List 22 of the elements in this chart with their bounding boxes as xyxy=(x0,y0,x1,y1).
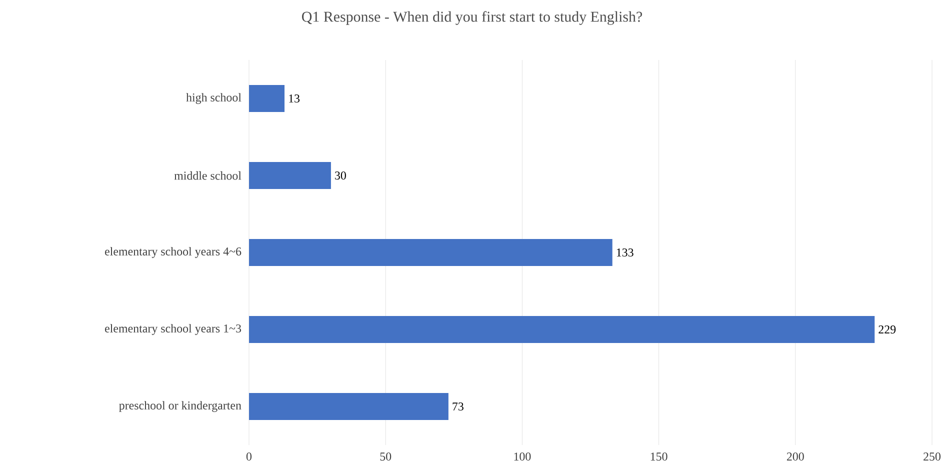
y-tick-label: elementary school years 1~3 xyxy=(105,324,242,335)
x-tick-label: 0 xyxy=(246,452,252,461)
x-tick-label: 200 xyxy=(786,452,804,461)
data-label: 229 xyxy=(878,325,896,334)
x-tick-label: 50 xyxy=(380,452,392,461)
y-tick-label: high school xyxy=(186,93,242,104)
x-tick-label: 150 xyxy=(650,452,668,461)
bar xyxy=(249,162,331,190)
bar xyxy=(249,85,285,112)
x-tick-label: 250 xyxy=(924,452,941,461)
bar xyxy=(249,316,875,344)
bar xyxy=(249,239,612,266)
chart-title: Q1 Response - When did you first start to study English? xyxy=(302,11,642,25)
y-tick-label: middle school xyxy=(174,171,242,180)
y-tick-label: preschool or kindergarten xyxy=(119,401,242,412)
y-tick-label: elementary school years 4~6 xyxy=(105,247,242,258)
data-label: 73 xyxy=(452,402,464,411)
x-tick-label: 100 xyxy=(514,452,531,461)
data-label: 30 xyxy=(335,171,346,180)
bar xyxy=(249,393,448,420)
data-label: 133 xyxy=(616,248,634,257)
data-label: 13 xyxy=(289,94,300,103)
